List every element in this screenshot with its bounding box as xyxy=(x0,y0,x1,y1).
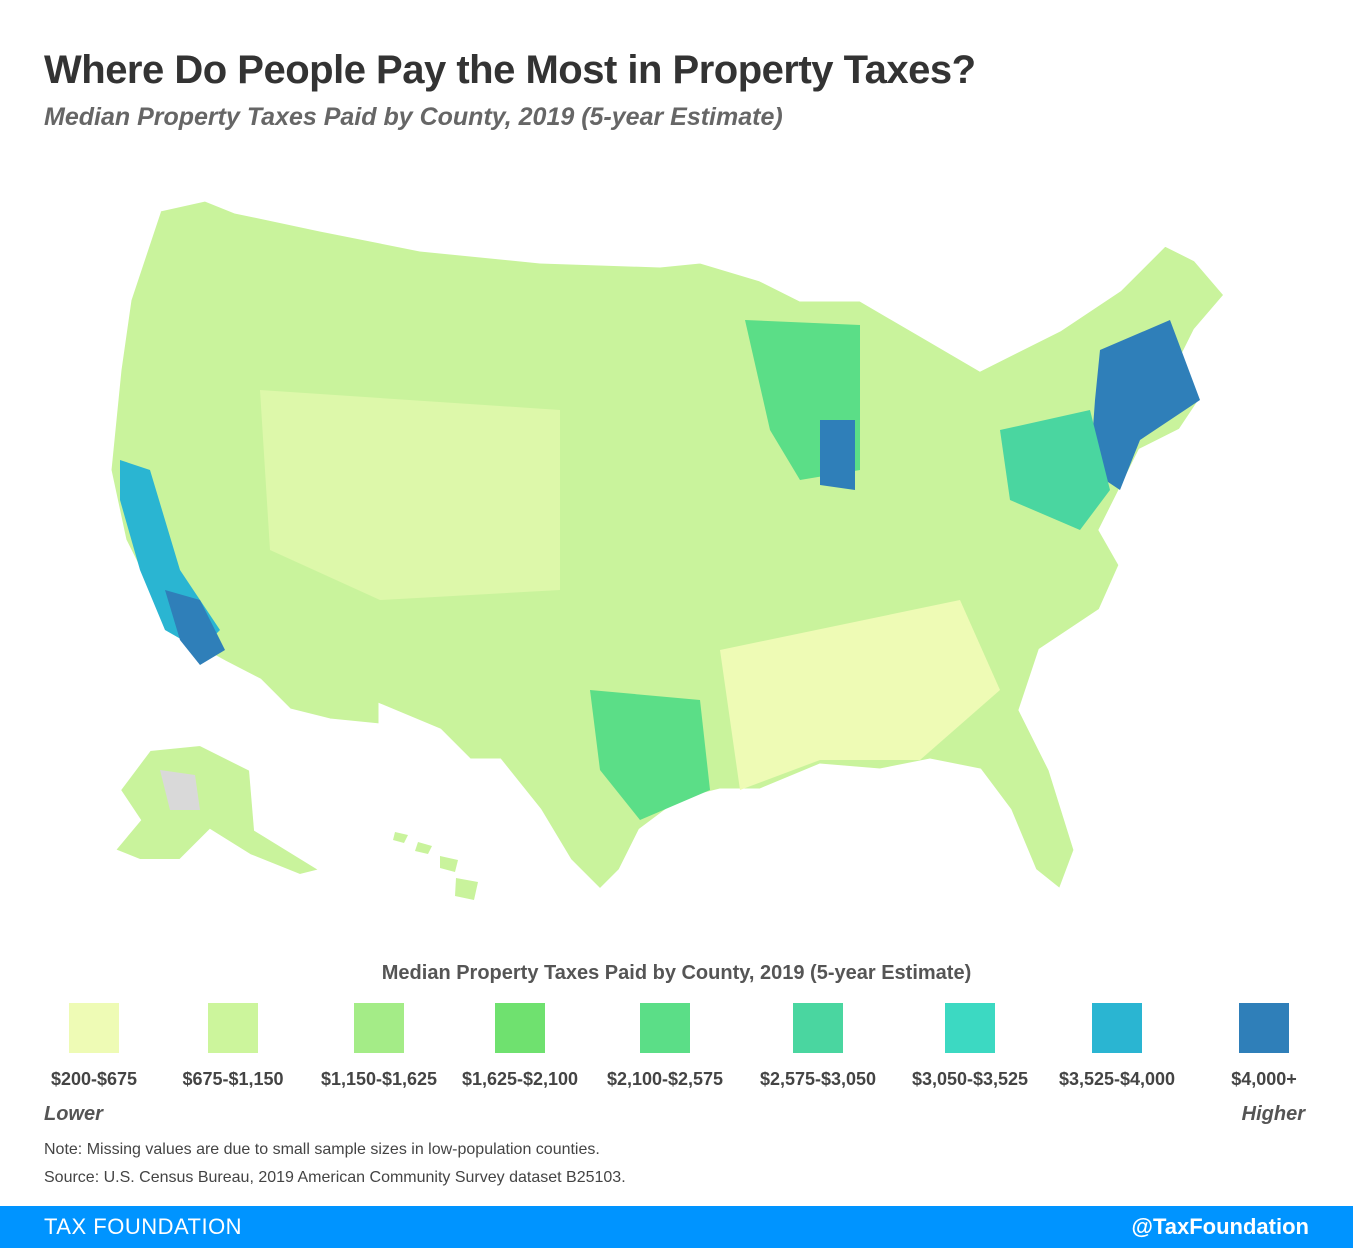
hawaii-island-4 xyxy=(455,878,478,900)
legend-range-label: $2,100-$2,575 xyxy=(606,1069,724,1089)
legend-bin-9: $4,000+ xyxy=(1184,1003,1344,1090)
legend-bin-5: $2,100-$2,575 xyxy=(585,1003,745,1090)
us-county-map xyxy=(0,170,1353,930)
legend-swatch xyxy=(1092,1003,1142,1053)
legend-range-label: $4,000+ xyxy=(1231,1069,1297,1089)
legend-range-label: $675-$1,150 xyxy=(182,1069,284,1089)
social-handle-link[interactable]: @TaxFoundation xyxy=(1131,1214,1309,1239)
legend-range-label: $2,575-$3,050 xyxy=(759,1069,877,1089)
brand-logo-text[interactable]: TAX FOUNDATION xyxy=(44,1214,243,1239)
legend-bin-3: $1,150-$1,625 xyxy=(299,1003,459,1090)
texas-high-tax-region xyxy=(590,690,710,820)
legend-higher-label: Higher xyxy=(1241,1103,1305,1125)
chart-title: Where Do People Pay the Most in Property… xyxy=(44,48,976,92)
legend-swatch xyxy=(640,1003,690,1053)
legend-range-label: $3,050-$3,525 xyxy=(911,1069,1029,1089)
footer-bar: TAX FOUNDATION @TaxFoundation xyxy=(0,1206,1353,1248)
illinois-high-tax-region xyxy=(820,420,855,490)
legend-swatch xyxy=(354,1003,404,1053)
legend-swatch xyxy=(69,1003,119,1053)
hawaii-island-2 xyxy=(415,842,432,854)
legend-swatch xyxy=(945,1003,995,1053)
legend-swatch xyxy=(1239,1003,1289,1053)
source-text: Source: U.S. Census Bureau, 2019 America… xyxy=(44,1169,626,1186)
legend-range-label: $200-$675 xyxy=(50,1069,138,1089)
legend-swatch xyxy=(793,1003,843,1053)
legend-swatch xyxy=(208,1003,258,1053)
northeast-high-tax-region xyxy=(1090,320,1200,490)
legend-range-label: $1,625-$2,100 xyxy=(461,1069,579,1089)
chart-subtitle: Median Property Taxes Paid by County, 20… xyxy=(44,103,783,131)
alaska-missing-data xyxy=(160,770,200,810)
legend-bin-2: $675-$1,150 xyxy=(153,1003,313,1090)
us-map-svg xyxy=(108,198,1227,900)
legend-bin-1: $200-$675 xyxy=(14,1003,174,1090)
mid-atlantic-region xyxy=(1000,410,1110,530)
legend-bin-6: $2,575-$3,050 xyxy=(738,1003,898,1090)
southern-california-region xyxy=(165,590,225,665)
alaska-shape xyxy=(113,743,323,877)
legend-swatch xyxy=(495,1003,545,1053)
legend-range-label: $3,525-$4,000 xyxy=(1058,1069,1176,1089)
legend-bin-4: $1,625-$2,100 xyxy=(440,1003,600,1090)
southeast-low-tax-region xyxy=(720,600,1000,790)
note-text: Note: Missing values are due to small sa… xyxy=(44,1141,600,1158)
hawaii-island-3 xyxy=(440,856,458,872)
legend-range-label: $1,150-$1,625 xyxy=(320,1069,438,1089)
legend-bin-8: $3,525-$4,000 xyxy=(1037,1003,1197,1090)
legend-bin-7: $3,050-$3,525 xyxy=(890,1003,1050,1090)
legend-title: Median Property Taxes Paid by County, 20… xyxy=(381,962,972,984)
hawaii-island-1 xyxy=(393,832,408,843)
plains-low-tax-region xyxy=(260,390,560,600)
legend-lower-label: Lower xyxy=(44,1103,103,1125)
